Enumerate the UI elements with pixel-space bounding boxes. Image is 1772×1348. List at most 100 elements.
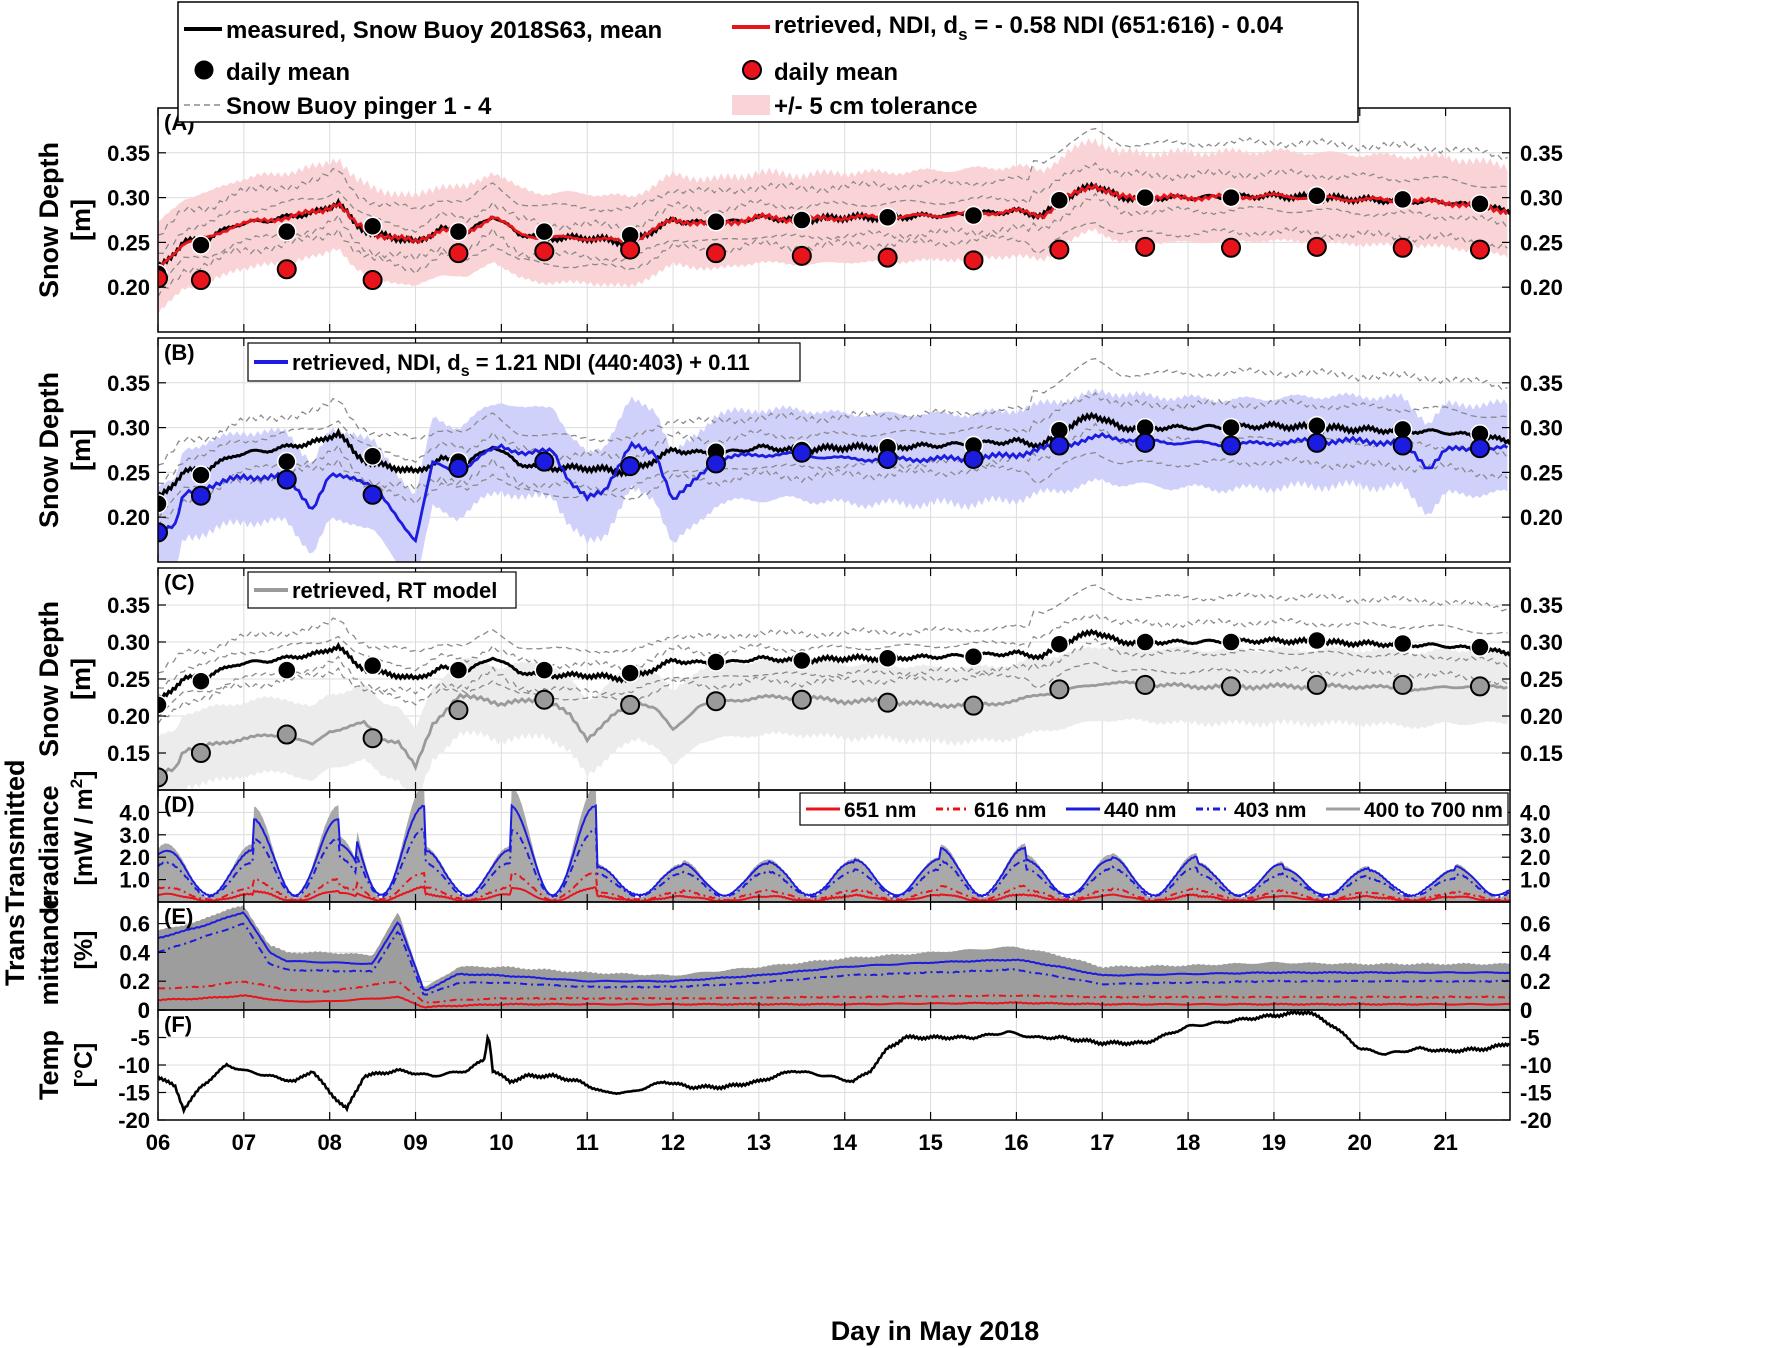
y-tick-label: 0.2 [119,969,150,994]
daily-mean-measured-point [1221,187,1241,208]
daily-mean-measured-point [158,494,168,514]
x-tick-label: 15 [918,1130,942,1155]
y-axis-label-unit: [%] [70,931,98,970]
retrieved-line [158,679,1508,776]
pinger-line [158,192,1508,289]
y-tick-label: -10 [118,1053,150,1078]
daily-mean-retrieved-point [190,270,211,291]
x-tick-label: 08 [317,1130,341,1155]
y-tick-label: 0.20 [107,275,150,300]
daily-mean-retrieved-point [1469,239,1490,260]
panel-b-legend-label: retrieved, NDI, ds = 1.21 NDI (440:403) … [292,350,750,380]
y-tick-label: 0.35 [107,141,150,166]
x-tick-label: 06 [146,1130,170,1155]
panel-plot-area [158,568,1510,790]
pinger-line [158,161,1508,255]
daily-mean-retrieved-point [791,442,812,463]
panel-d-legend-label: 400 to 700 nm [1364,799,1503,822]
y-tick-label: 1.0 [119,868,150,893]
y-tick-label: -15 [118,1081,150,1106]
x-tick-label: 10 [489,1130,513,1155]
daily-mean-retrieved-point [705,243,726,264]
y-axis-label: Transmitted [0,759,30,912]
daily-mean-retrieved-point [1049,239,1070,260]
daily-mean-retrieved-point [1392,237,1413,258]
daily-mean-retrieved-point [877,692,898,713]
daily-mean-measured-point [1221,632,1241,652]
panel-d-legend-box [799,792,1509,826]
pinger-line [158,637,1508,718]
daily-mean-measured-point [362,446,383,467]
pinger-line [158,612,1508,689]
daily-mean-retrieved-point [190,485,211,506]
daily-mean-measured-point [1135,187,1155,208]
y-tick-label-right: 0.35 [1520,371,1563,396]
daily-mean-retrieved-point [1306,674,1327,695]
transmittance-line-440-nm [158,911,1510,992]
daily-mean-retrieved-point [276,259,297,280]
legend-retrieved-subscript: s [958,25,967,44]
y-tick-label: -5 [130,1026,150,1051]
daily-mean-measured-point [362,216,383,237]
y-tick-label-right: 0.35 [1520,593,1563,618]
daily-mean-retrieved-point [963,448,984,469]
y-tick-label: 0.35 [107,593,150,618]
daily-mean-retrieved-point [620,694,641,715]
panel-b-legend-part-a: retrieved, NDI, d [292,350,461,375]
daily-mean-retrieved-point [158,268,168,289]
daily-mean-measured-point [191,465,211,485]
daily-mean-retrieved-point [534,689,555,710]
panel-plot-area [158,108,1510,332]
x-tick-label: 13 [747,1130,771,1155]
y-axis-label: Snow Depth [34,601,64,757]
panel-5: 0 0 0.2 0.2 0.4 0.4 0.6 0.6 (E) Trans mittance [%] [0,894,1551,1023]
y-tick-label-right: 0.30 [1520,630,1563,655]
y-tick-label-right: 0.6 [1520,912,1551,937]
y-axis-label-unit: [m] [66,429,96,471]
daily-mean-measured-point [1135,632,1155,652]
panel-6: -20 -20-15 -15-10 -10-5 -50 0(F)Temp [°C]06 07 0… [34,998,1552,1155]
y-tick-label: 0.25 [107,460,150,485]
legend-measured-label: measured, Snow Buoy 2018S63, mean [226,17,662,44]
legend-daily-mean-black-label: daily mean [226,59,350,86]
y-tick-label-right: 0.25 [1520,230,1563,255]
daily-mean-retrieved-point [1306,236,1327,257]
y-tick-label-right: 0.20 [1520,275,1563,300]
daily-mean-measured-point [792,650,812,671]
y-tick-label: 2.0 [119,845,150,870]
y-tick-label: 0.25 [107,667,150,692]
daily-mean-measured-point [1307,416,1327,436]
y-tick-label: 0.15 [107,741,150,766]
pinger-line [158,452,1508,527]
y-axis-label: Snow Depth [34,142,64,298]
panel-d-legend-label: 440 nm [1104,799,1176,822]
retrieved-line [158,182,1509,269]
plot-layer: 0.200.200.250.250.300.300.350.35(A)Snow … [0,107,1563,1155]
panel-plot-area [158,338,1510,562]
panel-2: 0.20 0.20 0.25 0.25 0.30 0.30 0.35 0.35 (B) Snow … [34,337,1563,563]
y-tick-label: 4.0 [119,800,150,825]
y-axis-label: Trans [0,914,30,986]
measured-line [158,411,1510,500]
unit-superscript: 2 [67,779,86,788]
panel-1: 0.200.200.250.250.300.300.350.35(A)Snow … [34,107,1563,333]
daily-mean-measured-point [877,207,898,228]
irradiance-line-440-nm [158,803,1510,898]
y-tick-label-right: -10 [1520,1053,1552,1078]
daily-mean-retrieved-point [620,456,641,477]
y-axis-label-line2: Irradiance [34,785,64,914]
legend-retrieved-part-b: = - 0.58 NDI (651:616) - 0.04 [968,12,1284,39]
panel-b-legend-box [247,342,801,382]
daily-mean-retrieved-point [963,250,984,271]
y-tick-label-right: 2.0 [1520,845,1551,870]
daily-mean-retrieved-point [1135,674,1156,695]
irradiance-line-616-nm [158,871,1510,902]
y-tick-label-right: 0.30 [1520,186,1563,211]
daily-mean-measured-point [448,221,469,242]
daily-mean-measured-point [448,660,469,680]
y-tick-label: 0.20 [107,704,150,729]
panel-b-legend-subscript: s [461,363,470,380]
legend-daily-mean-red-label: daily mean [774,59,898,86]
measured-line [158,628,1510,702]
daily-mean-retrieved-point [1469,676,1490,697]
